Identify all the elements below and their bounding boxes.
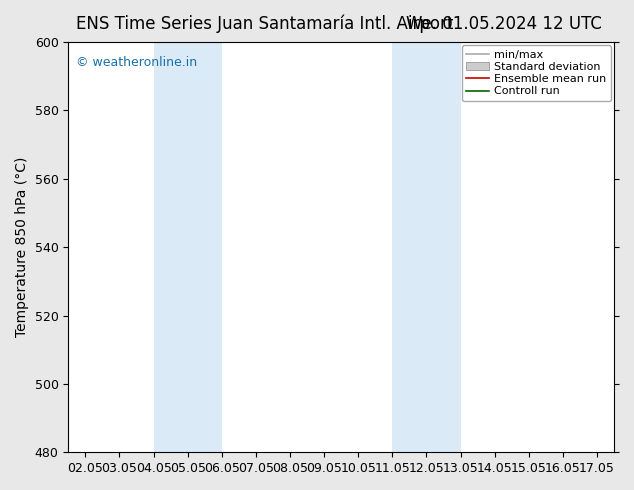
Bar bbox=[153, 42, 222, 452]
Text: ENS Time Series Juan Santamaría Intl. Airport: ENS Time Series Juan Santamaría Intl. Ai… bbox=[76, 15, 453, 33]
Text: We. 01.05.2024 12 UTC: We. 01.05.2024 12 UTC bbox=[406, 15, 602, 33]
Legend: min/max, Standard deviation, Ensemble mean run, Controll run: min/max, Standard deviation, Ensemble me… bbox=[462, 46, 611, 101]
Y-axis label: Temperature 850 hPa (°C): Temperature 850 hPa (°C) bbox=[15, 157, 29, 337]
Text: © weatheronline.in: © weatheronline.in bbox=[77, 56, 198, 70]
Bar bbox=[392, 42, 461, 452]
